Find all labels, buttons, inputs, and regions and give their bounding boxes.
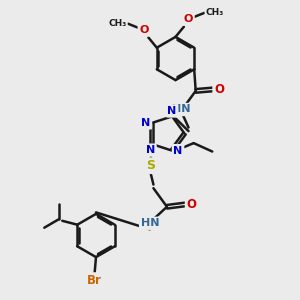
Text: Br: Br [87, 274, 102, 287]
Text: CH₃: CH₃ [206, 8, 224, 17]
Text: HN: HN [141, 218, 159, 228]
Text: N: N [167, 106, 177, 116]
Text: S: S [146, 159, 155, 172]
Text: N: N [173, 146, 183, 156]
Text: O: O [187, 198, 196, 211]
Text: CH₃: CH₃ [109, 19, 127, 28]
Text: O: O [214, 83, 224, 96]
Text: N: N [141, 118, 151, 128]
Text: O: O [139, 25, 148, 35]
Text: N: N [146, 145, 155, 155]
Text: HN: HN [172, 104, 191, 115]
Text: O: O [184, 14, 193, 24]
